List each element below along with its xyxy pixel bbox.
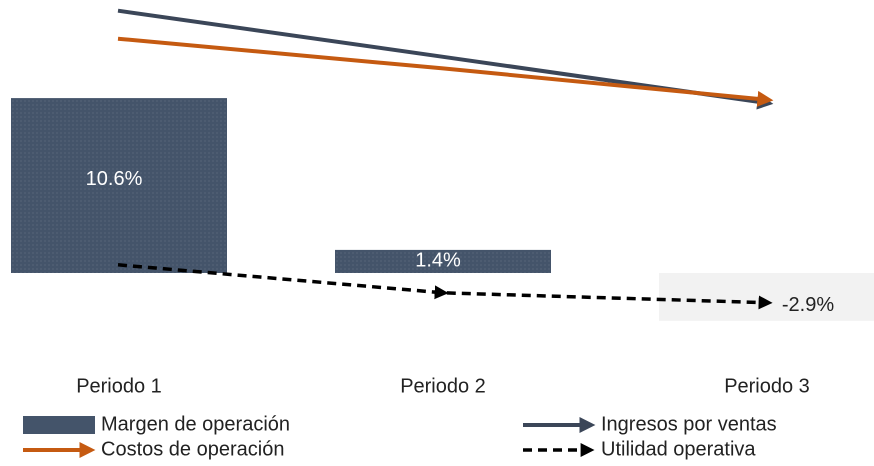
legend-swatch	[23, 416, 95, 434]
legend-label: Costos de operación	[101, 438, 284, 460]
x-tick-label: Periodo 1	[76, 375, 162, 397]
bar-texture	[335, 249, 551, 273]
legend-label: Ingresos por ventas	[601, 413, 777, 435]
line	[117, 36, 774, 107]
data-label: 1.4%	[415, 250, 461, 272]
bar-texture	[11, 98, 227, 273]
legend-label: Utilidad operativa	[601, 438, 756, 460]
data-label: 10.6%	[86, 168, 143, 190]
x-tick-label: Periodo 3	[724, 375, 810, 397]
data-label: -2.9%	[782, 294, 834, 316]
bar	[659, 273, 874, 321]
legend-label: Margen de operación	[101, 413, 290, 435]
x-tick-label: Periodo 2	[400, 375, 486, 397]
line	[117, 263, 773, 310]
